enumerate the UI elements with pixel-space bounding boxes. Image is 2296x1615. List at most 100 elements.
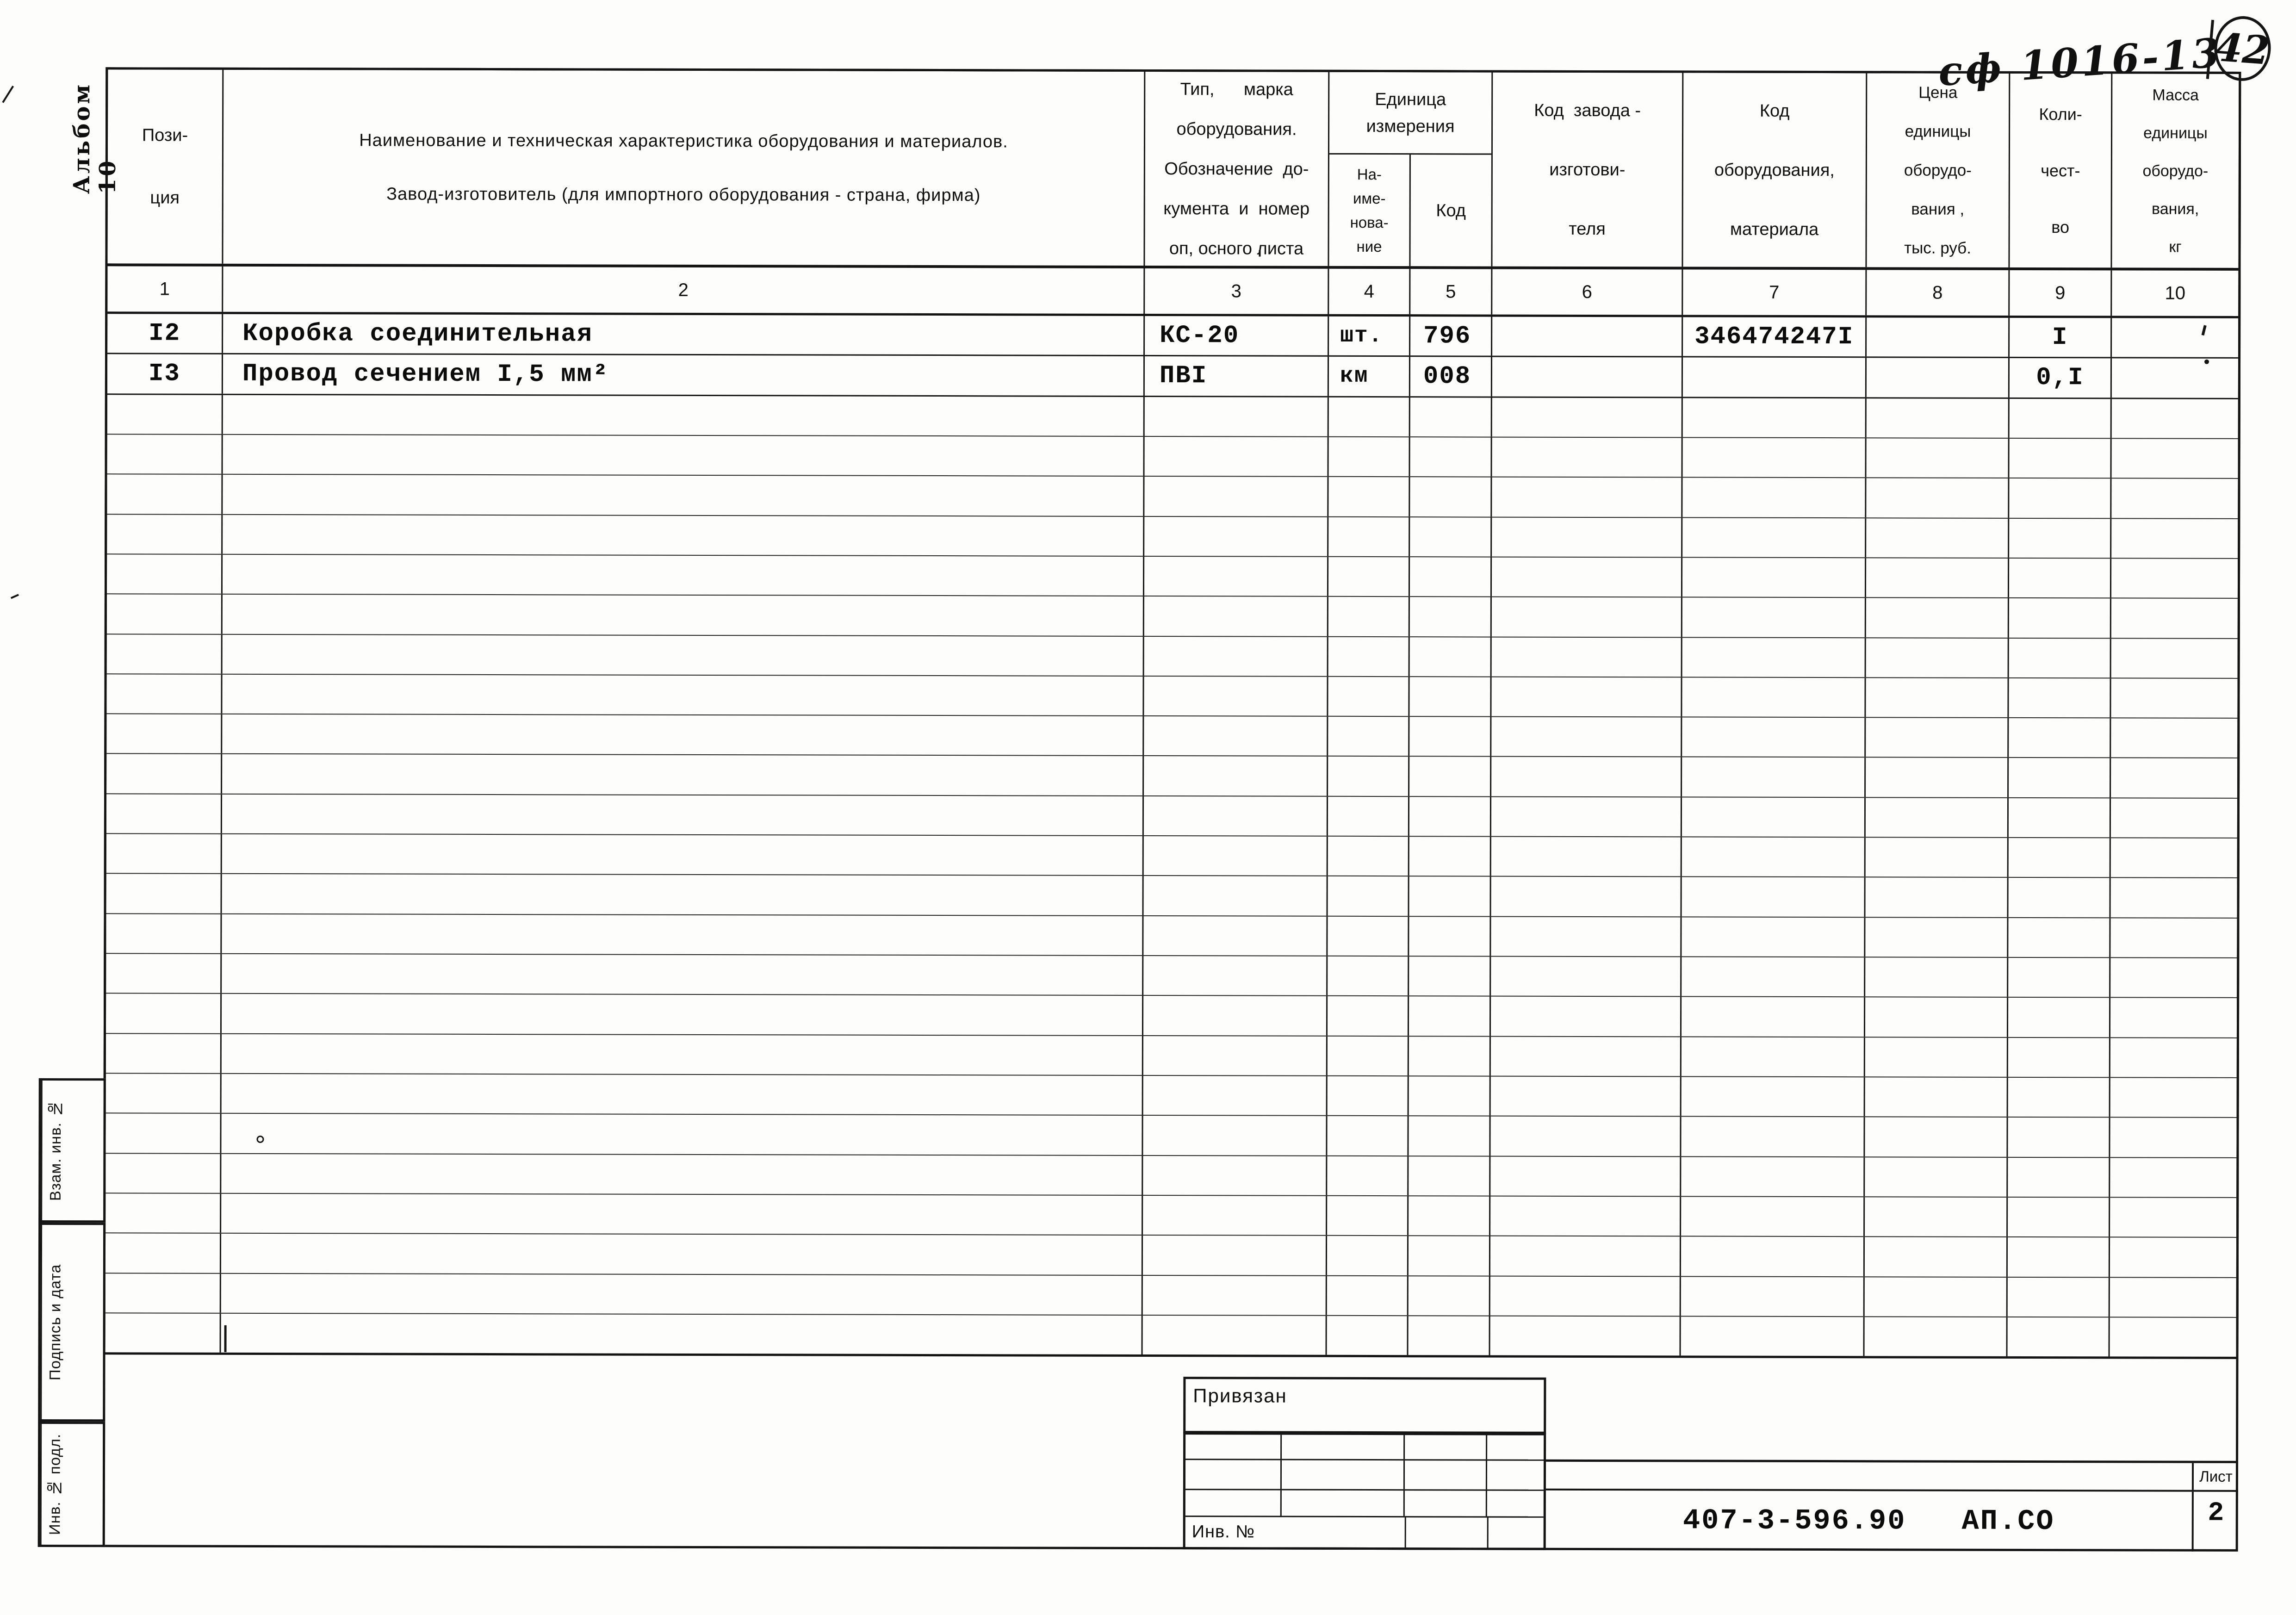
cell-type (1144, 477, 1329, 516)
column-number: 1 (107, 266, 223, 312)
cell-mass (2110, 1198, 2236, 1237)
margin-stamp-signature-date: Подпись и дата (38, 1222, 106, 1422)
cell-equip_code (1682, 757, 1866, 797)
title-block-grid-row (1185, 1490, 1544, 1518)
cell-price (1865, 957, 2009, 997)
cell-pos (107, 474, 223, 514)
cell-unit_code (1410, 437, 1492, 477)
cell-name (223, 435, 1145, 476)
cell-pos (105, 1273, 221, 1313)
cell-type (1143, 1195, 1328, 1236)
cell-factory_code (1490, 1276, 1681, 1316)
cell-equip_code (1681, 1236, 1865, 1276)
table-row-empty (107, 474, 2238, 519)
cell-type (1143, 956, 1328, 996)
inventory-number-label: Инв. № (1185, 1517, 1406, 1548)
cell-price (1866, 478, 2010, 518)
header-unit-code: Код (1436, 200, 1466, 220)
column-number: 3 (1145, 268, 1329, 314)
cell-qty (2009, 558, 2112, 598)
cell-unit (1328, 477, 1410, 516)
cell-equip_code (1682, 398, 1867, 438)
margin-stamp-inv-podl: Инв. № подл. (37, 1421, 105, 1547)
cell-qty: I (2010, 317, 2112, 357)
cell-name (223, 515, 1145, 556)
cell-unit (1327, 1076, 1409, 1116)
cell-unit_code (1409, 1156, 1491, 1196)
table-row-empty (106, 913, 2237, 958)
cell-unit_code: 796 (1410, 317, 1493, 356)
cell-mass (2111, 798, 2237, 838)
cell-unit (1328, 836, 1409, 876)
cell-pos (106, 834, 222, 874)
cell-factory_code (1491, 917, 1682, 957)
cell-price (1866, 718, 2009, 758)
cell-type (1143, 836, 1328, 876)
scan-speck (256, 1135, 264, 1143)
cell-factory_code (1490, 1037, 1682, 1076)
scan-speck (10, 594, 19, 599)
column-number: 2 (223, 266, 1145, 314)
cell-mass (2111, 718, 2237, 758)
table-row-empty (105, 1273, 2236, 1318)
cell-unit_code (1409, 916, 1491, 956)
title-block-right-top: Лист (1545, 1461, 2239, 1492)
cell-name (221, 1034, 1143, 1075)
cell-type (1143, 796, 1328, 836)
cell-price (1866, 558, 2010, 598)
cell-price (1866, 358, 2010, 398)
cell-unit_code (1409, 1036, 1491, 1076)
cell-unit (1328, 796, 1410, 836)
cell-price (1865, 877, 2009, 917)
cell-price (1865, 1077, 2008, 1117)
cell-unit (1328, 876, 1409, 916)
cell-unit (1328, 557, 1410, 596)
cell-type: ПВI (1144, 356, 1329, 396)
cell-unit (1327, 996, 1409, 1036)
cell-unit: шт. (1329, 316, 1411, 356)
cell-price (1865, 1197, 2008, 1237)
cell-name (221, 1233, 1143, 1275)
table-row-empty (106, 674, 2238, 719)
cell-pos (106, 674, 223, 714)
cell-qty (2008, 998, 2111, 1037)
cell-equip_code (1682, 677, 1866, 717)
cell-mass (2111, 838, 2237, 877)
header-unit-name: На- име- нова- ние (1329, 154, 1411, 267)
cell-price (1866, 638, 2009, 677)
cell-equip_code (1681, 1117, 1865, 1156)
table-row-empty (107, 514, 2238, 559)
margin-stamp-zam-inv-label: Взам. инв. № (41, 1080, 69, 1221)
cell-factory_code (1491, 957, 1682, 996)
table-row-empty (105, 1233, 2237, 1278)
cell-unit (1328, 397, 1410, 437)
cell-name (222, 754, 1144, 795)
cell-price (1866, 598, 2009, 638)
document-number-cell: 407-3-596.90 АП.СО (1545, 1490, 2194, 1552)
cell-price (1865, 1157, 2008, 1197)
cell-factory_code (1490, 1156, 1682, 1196)
cell-name (222, 674, 1144, 716)
header-position: Пози- ция (107, 69, 224, 264)
cell-type (1144, 676, 1328, 716)
cell-type (1143, 876, 1328, 916)
header-unit-group: Единица измерения На- име- нова- ние Код (1329, 72, 1493, 267)
cell-unit (1328, 916, 1409, 956)
cell-equip_code (1682, 558, 1867, 597)
cell-unit (1327, 1116, 1409, 1155)
column-number-row: 1 2 3 4 5 6 7 8 9 10 (107, 266, 2239, 318)
title-block-bind-box: Привязан (1183, 1377, 1546, 1434)
cell-price (1864, 1277, 2008, 1317)
cell-unit (1327, 1276, 1409, 1315)
table-row-empty (105, 1113, 2237, 1158)
cell-equip_code (1682, 797, 1866, 837)
specification-table: Пози- ция Наименование и техническая хар… (103, 67, 2241, 1359)
table-row-empty (106, 554, 2238, 599)
scan-speck (1259, 250, 1261, 257)
cell-unit_code (1410, 397, 1492, 437)
cell-mass (2110, 1078, 2237, 1117)
cell-pos (105, 1233, 222, 1273)
cell-factory_code (1490, 1236, 1682, 1276)
cell-factory_code (1491, 757, 1682, 797)
table-row-empty (107, 394, 2238, 439)
